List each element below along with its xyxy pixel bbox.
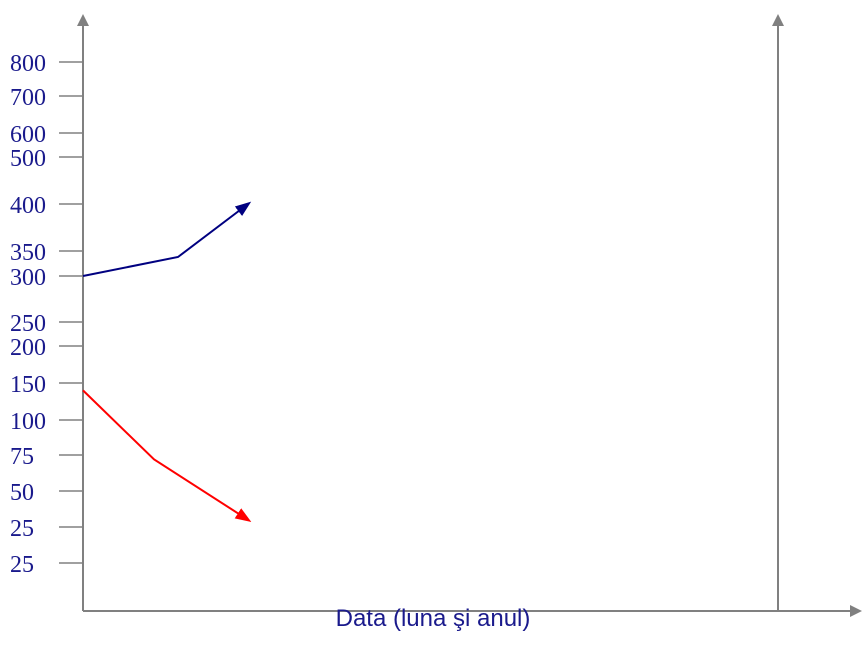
- y-tick-label: 100: [10, 409, 46, 435]
- y-tick-label: 500: [10, 146, 46, 172]
- y-tick-label: 25: [10, 552, 34, 578]
- y-tick-label: 50: [10, 480, 34, 506]
- y-tick-label: 300: [10, 265, 46, 291]
- series-line-blue: [83, 204, 248, 276]
- y-tick-label: 800: [10, 51, 46, 77]
- series-group: [83, 204, 248, 520]
- y-tick-label: 600: [10, 122, 46, 148]
- y-tick-label: 700: [10, 85, 46, 111]
- series-line-red: [83, 390, 248, 519]
- y-tick-label: 400: [10, 193, 46, 219]
- y-tick-label: 250: [10, 311, 46, 337]
- y-tick-label: 150: [10, 372, 46, 398]
- y-tick-label: 200: [10, 335, 46, 361]
- y-tick-label: 25: [10, 516, 34, 542]
- y-tick-label: 75: [10, 444, 34, 470]
- y-tick-label: 350: [10, 240, 46, 266]
- y-ticks: 8007006005004003503002502001501007550252…: [10, 51, 83, 578]
- x-axis-label: Data (luna şi anul): [0, 605, 866, 633]
